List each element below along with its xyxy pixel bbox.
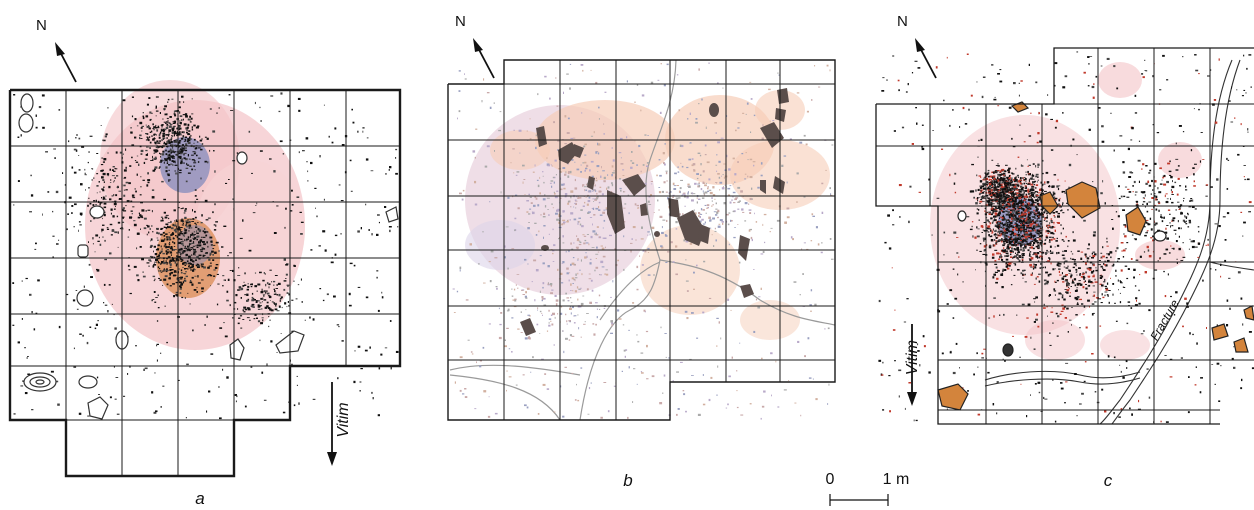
- north-label-a: N: [36, 17, 47, 34]
- north-label-c: N: [897, 13, 908, 30]
- panel-c: N Vitim Fracture c: [875, 13, 1254, 490]
- panel-b: N b: [447, 13, 836, 490]
- north-arrow-a: N: [36, 17, 77, 83]
- river-indicator-a: Vitim: [327, 382, 352, 466]
- scale-end-label: 1 m: [883, 471, 910, 488]
- river-label-a: Vitim: [335, 402, 352, 437]
- panel-b-fractures: [449, 59, 836, 421]
- panel-c-artifacts: [878, 51, 1254, 423]
- panel-letter-c: c: [1104, 471, 1113, 490]
- panel-letter-b: b: [623, 471, 632, 490]
- panel-letter-a: a: [195, 489, 204, 508]
- panel-c-stones: [937, 101, 1254, 411]
- scale-start-label: 0: [826, 471, 835, 488]
- panel-c-small-stones: [957, 210, 1167, 357]
- scale-bar: 0 1 m: [826, 471, 910, 506]
- north-label-b: N: [455, 13, 466, 30]
- river-label-c: Vitim: [904, 340, 921, 375]
- panel-c-grid: [875, 47, 1254, 425]
- panel-b-grid: [447, 59, 836, 421]
- north-arrow-b: N: [455, 13, 495, 79]
- panel-a-grid: [8, 88, 402, 478]
- north-arrow-c: N: [897, 13, 937, 79]
- fracture-label: Fracture: [1147, 297, 1182, 343]
- panel-b-stones: [520, 88, 789, 336]
- panel-c-fractures: [984, 59, 1254, 425]
- hearth-blue-a: [160, 137, 210, 193]
- river-indicator-c: Vitim: [904, 324, 921, 406]
- panel-a: N Vitim a: [8, 17, 402, 508]
